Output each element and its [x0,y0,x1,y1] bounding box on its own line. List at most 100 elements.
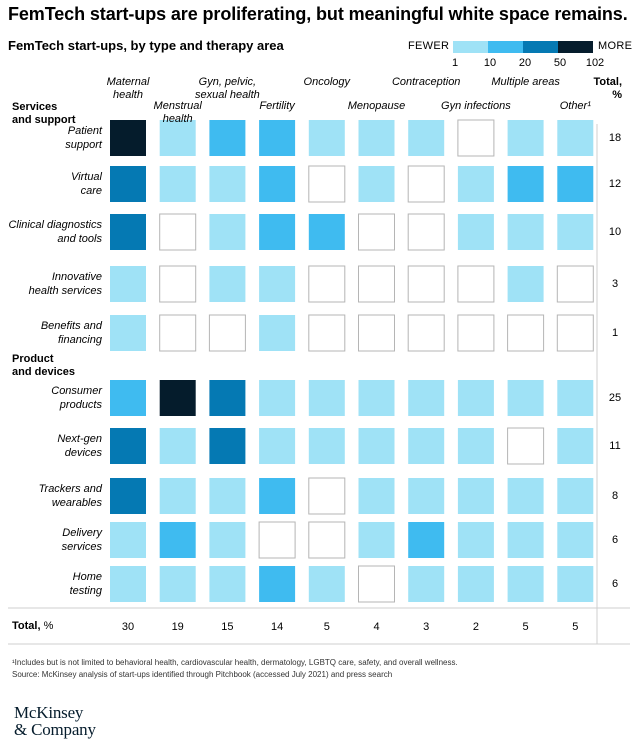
heatmap-cell [308,214,345,250]
heatmap-cell [557,428,594,464]
heatmap-cell [556,265,594,303]
column-total: 15 [221,621,234,633]
heatmap-cell [259,120,296,156]
heatmap-cell [507,166,544,202]
legend-tick: 1 [451,57,459,69]
heatmap-cell [358,522,395,558]
heatmap-cell [110,266,146,302]
heatmap-cell [557,120,594,156]
row-label: Virtual care [71,171,102,197]
footnote: ¹Includes but is not limited to behavior… [12,657,458,681]
heatmap-cell [159,120,196,156]
row-total: 12 [608,178,622,190]
heatmap-cell [308,165,346,203]
heatmap-cell [408,478,445,514]
heatmap-cell [407,265,445,303]
row-label: Benefits and financing [40,320,102,346]
heatmap-cell [209,566,246,602]
heatmap-cell [159,380,196,416]
heatmap-cell [457,265,495,303]
heatmap-cell [159,478,196,514]
legend-swatch [523,41,558,53]
heatmap-cell [308,428,345,464]
row-label: Delivery services [61,527,102,553]
heatmap-cell [308,380,345,416]
legend-tick: 10 [483,57,497,69]
heatmap-cell [408,566,445,602]
heatmap-cell [358,120,395,156]
heatmap-cell [408,120,445,156]
heatmap-cell [507,314,545,352]
heatmap-cell [358,478,395,514]
heatmap-cell [209,120,246,156]
row-label: Next-gen devices [57,433,102,459]
row-total: 6 [611,578,619,590]
heatmap-cell [358,428,395,464]
heatmap-cell [457,428,494,464]
heatmap-cell [507,427,545,465]
heatmap-cell [259,380,296,416]
section-header: Product and devices [12,353,75,378]
column-label: Oncology [303,76,351,88]
heatmap-cell [110,478,146,514]
heatmap-cell [208,314,246,352]
footnote-line: ¹Includes but is not limited to behavior… [12,658,458,667]
heatmap-cell [557,478,594,514]
heatmap-cell [507,214,544,250]
column-total: 14 [270,621,284,633]
brand-line: & Company [14,720,96,739]
heatmap-cell [557,380,594,416]
heatmap-cell [507,266,544,302]
heatmap-cell [110,166,146,202]
heatmap-cell [209,266,246,302]
column-label: Maternal health [106,76,150,101]
heatmap-cell [209,478,246,514]
heatmap-cell [209,428,246,464]
heatmap-cell [308,477,346,515]
heatmap-cell [308,314,346,352]
heatmap-cell [159,213,197,251]
column-label: Fertility [259,100,295,112]
legend-swatch [453,41,488,53]
heatmap-cell [358,213,395,251]
column-total: 5 [572,621,579,633]
heatmap-cell [457,314,495,352]
heatmap-cell [358,314,395,352]
heatmap-cell [159,265,197,303]
heatmap-cell [159,522,196,558]
heatmap-cell [159,314,197,352]
row-total: 1 [611,327,619,339]
legend-swatch [488,41,523,53]
heatmap-cell [507,522,544,558]
heatmap-cell [308,265,346,303]
legend-low-label: FEWER [408,40,450,52]
column-label: Gyn infections [441,100,511,112]
column-label: Contraception [391,76,461,88]
column-total: 30 [121,621,135,633]
row-label: Home testing [69,571,102,597]
column-label: Multiple areas [491,76,560,88]
heatmap-cell [457,380,494,416]
section-header: Services and support [12,101,76,126]
heatmap-cell [259,315,296,351]
heatmap-cell [110,214,146,250]
heatmap-cell [407,314,445,352]
heatmap-cell [457,566,494,602]
legend-tick: 102 [585,57,605,69]
heatmap-cell [507,380,544,416]
row-total: 11 [609,440,621,452]
row-total: 6 [611,534,619,546]
heatmap-cell [408,380,445,416]
heatmap-cell [259,428,296,464]
row-label: Innovative health services [28,271,102,297]
heatmap-cell [259,566,296,602]
heatmap-cell [258,521,296,559]
heatmap-cell [507,120,544,156]
heatmap-cell [457,214,494,250]
row-label: Clinical diagnostics and tools [8,219,102,245]
legend-swatch [558,41,593,53]
heatmap-cell [110,522,146,558]
heatmap-cell [209,522,246,558]
heatmap-cell [457,119,495,157]
heatmap-cell [507,566,544,602]
